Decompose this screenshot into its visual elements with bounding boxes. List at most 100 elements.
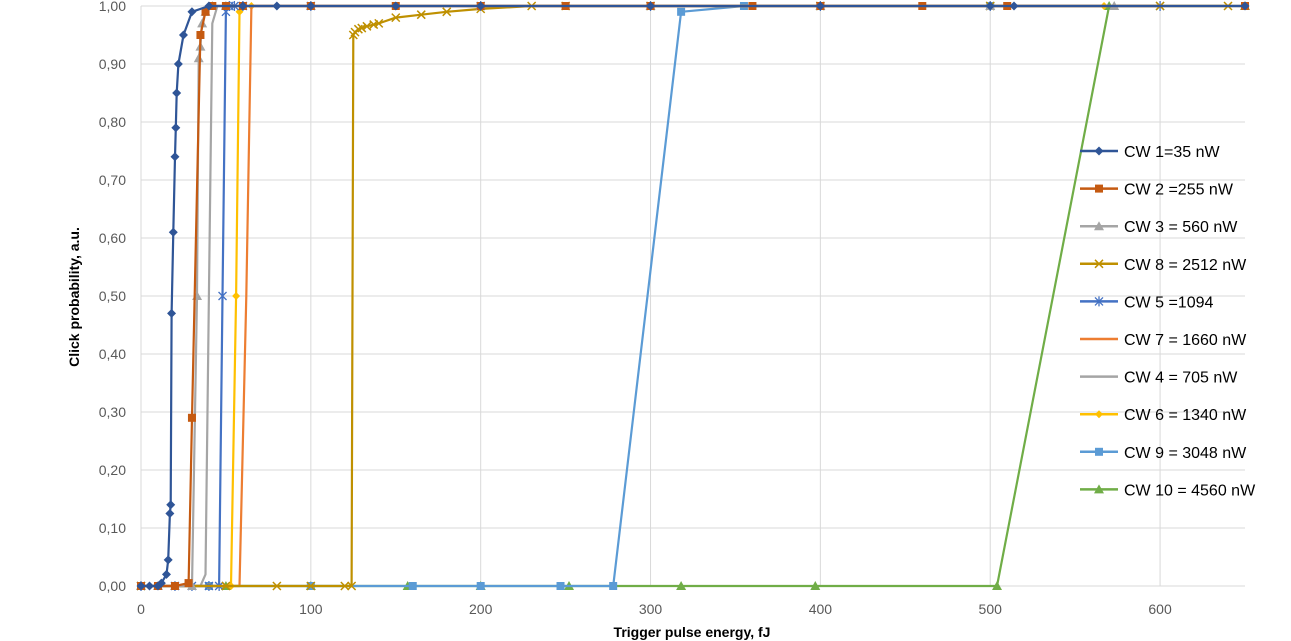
legend-item: CW 5 =1094 [1080, 294, 1213, 311]
data-point [810, 581, 821, 590]
data-point [221, 581, 231, 591]
x-tick-label: 0 [137, 601, 145, 617]
data-point [187, 413, 196, 422]
y-tick-label: 0,40 [99, 346, 126, 362]
data-point [168, 227, 178, 237]
data-point [362, 21, 372, 31]
data-point [347, 581, 357, 591]
y-tick-label: 0,10 [99, 520, 126, 536]
x-axis-ticks: 0 100 200 300 400 500 600 [137, 601, 1172, 617]
data-point [476, 582, 485, 590]
legend: CW 1=35 nW CW 2 =255 nW CW 3 = 560 nW CW 8 … [1080, 144, 1256, 499]
data-point [476, 1, 486, 11]
legend-label: CW 10 = 4560 nW [1124, 482, 1256, 499]
data-point [170, 582, 179, 590]
y-tick-label: 0,30 [99, 404, 126, 420]
legend-label: CW 5 =1094 [1124, 294, 1213, 311]
legend-label: CW 4 = 705 nW [1124, 370, 1238, 387]
legend-label: CW 9 = 3048 nW [1124, 445, 1247, 462]
x-tick-label: 400 [809, 601, 833, 617]
y-tick-label: 0,00 [99, 578, 126, 594]
y-tick-label: 0,80 [99, 114, 126, 130]
y-tick-label: 0,20 [99, 462, 126, 478]
series-layer [136, 1, 1250, 591]
y-tick-label: 0,70 [99, 172, 126, 188]
data-point [391, 1, 401, 11]
data-point [218, 291, 227, 301]
legend-marker [1094, 221, 1104, 231]
data-point [677, 7, 686, 16]
legend-item: CW 2 =255 nW [1080, 182, 1234, 199]
data-point [815, 1, 825, 11]
data-point [416, 10, 426, 20]
legend-item: CW 4 = 705 nW [1080, 370, 1238, 387]
gridlines [140, 5, 1245, 587]
data-point [232, 292, 241, 300]
data-point [340, 581, 350, 591]
data-point [556, 582, 565, 590]
legend-item: CW 8 = 2512 nW [1080, 257, 1247, 274]
legend-label: CW 1=35 nW [1124, 144, 1220, 161]
y-tick-label: 0,90 [99, 56, 126, 72]
legend-label: CW 2 =255 nW [1124, 182, 1234, 199]
legend-label: CW 6 = 1340 nW [1124, 407, 1247, 424]
legend-label: CW 7 = 1660 nW [1124, 332, 1247, 349]
legend-item: CW 7 = 1660 nW [1080, 332, 1247, 349]
legend-marker [1095, 410, 1103, 419]
data-point [646, 1, 656, 11]
data-point [193, 53, 204, 63]
y-axis-title: Click probability, a.u. [66, 227, 82, 367]
x-tick-label: 600 [1148, 601, 1172, 617]
x-axis-title: Trigger pulse energy, fJ [614, 624, 771, 640]
legend-marker [1094, 259, 1104, 269]
data-point [156, 578, 166, 588]
data-point [204, 1, 214, 11]
data-point [172, 88, 182, 98]
data-point [167, 308, 177, 318]
legend-item: CW 3 = 560 nW [1080, 219, 1238, 236]
data-point [184, 579, 193, 588]
data-point [178, 30, 188, 40]
data-point [136, 581, 146, 591]
series-cw-1-35-nw [136, 1, 1250, 591]
data-point [985, 1, 995, 11]
y-tick-label: 0,60 [99, 230, 126, 246]
data-point [609, 582, 618, 590]
legend-marker [1094, 296, 1104, 307]
legend-marker [1095, 184, 1103, 193]
legend-marker [1094, 484, 1104, 494]
legend-label: CW 3 = 560 nW [1124, 219, 1238, 236]
y-axis-ticks: 0,00 0,10 0,20 0,30 0,40 0,50 0,60 0,70 0,80 0,90… [99, 0, 126, 594]
data-point [201, 7, 210, 16]
data-point [408, 582, 417, 590]
data-point [238, 1, 248, 11]
y-tick-label: 0,50 [99, 288, 126, 304]
data-point [374, 18, 384, 28]
data-point [161, 569, 171, 579]
data-point [165, 509, 175, 518]
data-point [442, 7, 452, 17]
legend-item: CW 1=35 nW [1080, 144, 1220, 161]
x-tick-label: 200 [469, 601, 493, 617]
data-point [171, 123, 181, 133]
data-point [306, 1, 316, 11]
x-tick-label: 500 [979, 601, 1003, 617]
data-point [166, 500, 176, 510]
legend-marker [1095, 447, 1103, 456]
data-point [306, 581, 316, 591]
data-point [992, 581, 1003, 590]
data-point [196, 31, 205, 39]
data-point [1009, 1, 1019, 11]
data-point [1240, 1, 1250, 11]
data-point [163, 555, 173, 565]
data-point [272, 581, 282, 591]
data-point [170, 152, 180, 162]
data-point [173, 59, 183, 69]
legend-item: CW 9 = 3048 nW [1080, 445, 1247, 462]
data-point [391, 13, 401, 23]
data-point [187, 7, 197, 17]
legend-item: CW 10 = 4560 nW [1080, 482, 1256, 499]
data-point [144, 581, 154, 591]
data-point [676, 581, 687, 590]
y-tick-label: 1,00 [99, 0, 126, 14]
